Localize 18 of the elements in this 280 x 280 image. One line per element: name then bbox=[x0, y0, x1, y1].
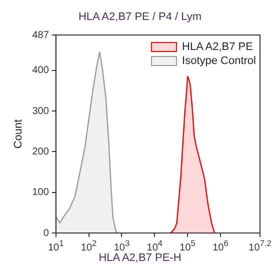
x-tick-label: 10$^{6}$ bbox=[212, 238, 228, 254]
legend-label: Isotype Control bbox=[182, 55, 256, 67]
y-tick-label: 300 bbox=[32, 106, 50, 117]
y-tick-label: 200 bbox=[32, 146, 50, 158]
x-axis-title: HLA A2,B7 PE-H bbox=[98, 252, 182, 264]
y-tick-label: 100 bbox=[32, 187, 50, 198]
x-tick-label: 10$^{5}$ bbox=[180, 238, 196, 254]
y-tick-label: 400 bbox=[32, 65, 50, 76]
x-tick-label: 10$^{1}$ bbox=[48, 238, 64, 254]
y-axis-title: Count bbox=[12, 119, 25, 149]
y-tick-label: 487 bbox=[32, 30, 50, 41]
x-tick-label: 10$^{2}$ bbox=[80, 238, 97, 254]
x-tick-label: 10$^{4}$ bbox=[146, 238, 163, 254]
chart-title: HLA A2,B7 PE / P4 / Lym bbox=[77, 10, 203, 25]
legend-label: HLA A2,B7 PE bbox=[182, 41, 253, 53]
x-tick-label: 10$^{3}$ bbox=[114, 238, 130, 254]
x-tick-label: 10$^{7.2}$ bbox=[248, 238, 272, 254]
y-tick-label: 0 bbox=[43, 228, 50, 239]
